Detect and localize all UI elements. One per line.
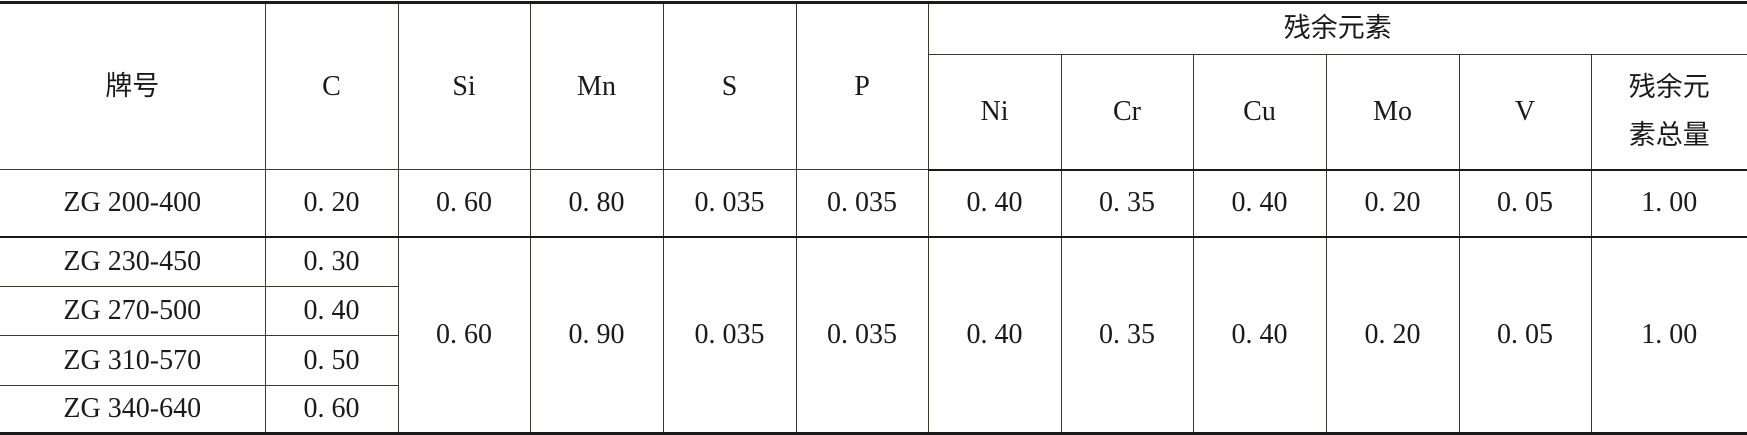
cell-cr: 0. 35 xyxy=(1061,170,1193,237)
cell-ni: 0. 40 xyxy=(928,170,1061,237)
cell-si: 0. 60 xyxy=(398,170,530,237)
cell-s: 0. 035 xyxy=(663,170,796,237)
header-residual-total-line1: 残余元 xyxy=(1592,64,1747,112)
cell-p: 0. 035 xyxy=(796,170,928,237)
header-mn: Mn xyxy=(530,3,663,170)
header-grade: 牌号 xyxy=(0,3,265,170)
table-row: ZG 230-450 0. 30 0. 60 0. 90 0. 035 0. 0… xyxy=(0,237,1747,287)
cell-c: 0. 50 xyxy=(265,336,398,386)
cell-v: 0. 05 xyxy=(1459,237,1591,434)
cell-p: 0. 035 xyxy=(796,237,928,434)
cell-c: 0. 30 xyxy=(265,237,398,287)
header-row-1: 牌号 C Si Mn S P 残余元素 xyxy=(0,3,1747,55)
cell-c: 0. 40 xyxy=(265,287,398,336)
cell-mo: 0. 20 xyxy=(1326,170,1459,237)
cell-grade: ZG 230-450 xyxy=(0,237,265,287)
cell-c: 0. 60 xyxy=(265,386,398,434)
header-p: P xyxy=(796,3,928,170)
cell-total: 1. 00 xyxy=(1591,237,1747,434)
cell-cu: 0. 40 xyxy=(1193,170,1326,237)
header-cu: Cu xyxy=(1193,55,1326,170)
header-c: C xyxy=(265,3,398,170)
cell-c: 0. 20 xyxy=(265,170,398,237)
header-si: Si xyxy=(398,3,530,170)
cell-cr: 0. 35 xyxy=(1061,237,1193,434)
header-residual-total-line2: 素总量 xyxy=(1592,112,1747,160)
header-residual-group: 残余元素 xyxy=(928,3,1747,55)
cell-grade: ZG 270-500 xyxy=(0,287,265,336)
cell-s: 0. 035 xyxy=(663,237,796,434)
cell-grade: ZG 200-400 xyxy=(0,170,265,237)
cell-mn: 0. 90 xyxy=(530,237,663,434)
cell-cu: 0. 40 xyxy=(1193,237,1326,434)
header-ni: Ni xyxy=(928,55,1061,170)
cell-grade: ZG 310-570 xyxy=(0,336,265,386)
cell-grade: ZG 340-640 xyxy=(0,386,265,434)
header-mo: Mo xyxy=(1326,55,1459,170)
header-residual-total: 残余元 素总量 xyxy=(1591,55,1747,170)
cell-si: 0. 60 xyxy=(398,237,530,434)
cell-total: 1. 00 xyxy=(1591,170,1747,237)
cell-v: 0. 05 xyxy=(1459,170,1591,237)
header-cr: Cr xyxy=(1061,55,1193,170)
cell-mo: 0. 20 xyxy=(1326,237,1459,434)
header-s: S xyxy=(663,3,796,170)
table-row: ZG 200-400 0. 20 0. 60 0. 80 0. 035 0. 0… xyxy=(0,170,1747,237)
cell-ni: 0. 40 xyxy=(928,237,1061,434)
cell-mn: 0. 80 xyxy=(530,170,663,237)
header-v: V xyxy=(1459,55,1591,170)
